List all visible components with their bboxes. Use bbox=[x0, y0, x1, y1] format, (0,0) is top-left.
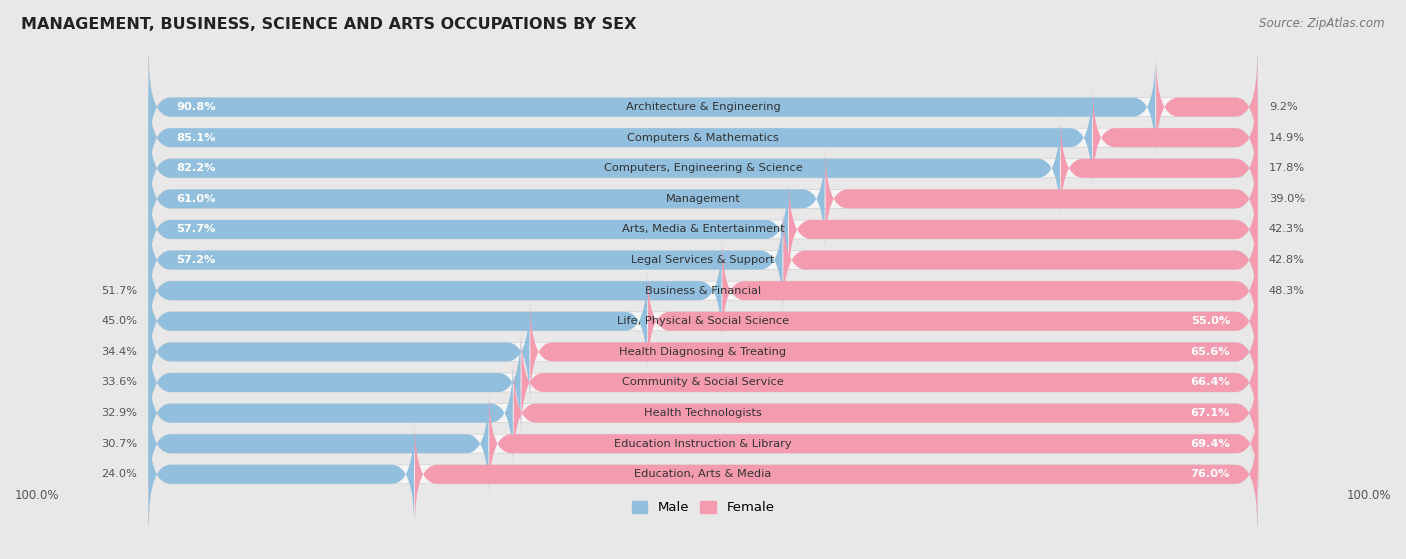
FancyBboxPatch shape bbox=[149, 269, 647, 373]
Text: Architecture & Engineering: Architecture & Engineering bbox=[626, 102, 780, 112]
Text: 100.0%: 100.0% bbox=[15, 489, 59, 501]
Text: Health Technologists: Health Technologists bbox=[644, 408, 762, 418]
Text: Education Instruction & Library: Education Instruction & Library bbox=[614, 439, 792, 449]
Text: 42.8%: 42.8% bbox=[1270, 255, 1305, 265]
FancyBboxPatch shape bbox=[149, 392, 488, 495]
FancyBboxPatch shape bbox=[149, 116, 1257, 220]
FancyBboxPatch shape bbox=[149, 116, 1060, 220]
FancyBboxPatch shape bbox=[149, 86, 1092, 190]
FancyBboxPatch shape bbox=[149, 392, 1257, 495]
FancyBboxPatch shape bbox=[530, 300, 1257, 404]
FancyBboxPatch shape bbox=[149, 300, 530, 404]
Text: Source: ZipAtlas.com: Source: ZipAtlas.com bbox=[1260, 17, 1385, 30]
Text: 67.1%: 67.1% bbox=[1191, 408, 1230, 418]
Text: 85.1%: 85.1% bbox=[176, 132, 215, 143]
Text: MANAGEMENT, BUSINESS, SCIENCE AND ARTS OCCUPATIONS BY SEX: MANAGEMENT, BUSINESS, SCIENCE AND ARTS O… bbox=[21, 17, 637, 32]
Text: 65.6%: 65.6% bbox=[1191, 347, 1230, 357]
Text: 42.3%: 42.3% bbox=[1270, 225, 1305, 234]
FancyBboxPatch shape bbox=[149, 178, 1257, 281]
FancyBboxPatch shape bbox=[1092, 86, 1257, 190]
FancyBboxPatch shape bbox=[783, 209, 1257, 312]
Text: 82.2%: 82.2% bbox=[176, 163, 215, 173]
Text: Community & Social Service: Community & Social Service bbox=[621, 377, 785, 387]
Text: 69.4%: 69.4% bbox=[1191, 439, 1230, 449]
FancyBboxPatch shape bbox=[149, 209, 783, 312]
Text: Management: Management bbox=[665, 194, 741, 204]
Text: 17.8%: 17.8% bbox=[1270, 163, 1305, 173]
Text: Health Diagnosing & Treating: Health Diagnosing & Treating bbox=[620, 347, 786, 357]
FancyBboxPatch shape bbox=[149, 423, 1257, 526]
FancyBboxPatch shape bbox=[149, 239, 721, 343]
Text: 33.6%: 33.6% bbox=[101, 377, 136, 387]
FancyBboxPatch shape bbox=[522, 331, 1257, 434]
FancyBboxPatch shape bbox=[149, 209, 1257, 312]
Text: 100.0%: 100.0% bbox=[1347, 489, 1391, 501]
Legend: Male, Female: Male, Female bbox=[626, 496, 780, 519]
FancyBboxPatch shape bbox=[513, 361, 1257, 465]
FancyBboxPatch shape bbox=[149, 55, 1156, 159]
Text: Arts, Media & Entertainment: Arts, Media & Entertainment bbox=[621, 225, 785, 234]
Text: 55.0%: 55.0% bbox=[1191, 316, 1230, 326]
Text: 76.0%: 76.0% bbox=[1191, 470, 1230, 479]
Text: Life, Physical & Social Science: Life, Physical & Social Science bbox=[617, 316, 789, 326]
FancyBboxPatch shape bbox=[489, 392, 1258, 495]
Text: 9.2%: 9.2% bbox=[1270, 102, 1298, 112]
FancyBboxPatch shape bbox=[825, 147, 1257, 250]
FancyBboxPatch shape bbox=[149, 331, 520, 434]
Text: 34.4%: 34.4% bbox=[101, 347, 136, 357]
FancyBboxPatch shape bbox=[149, 147, 825, 250]
Text: Computers & Mathematics: Computers & Mathematics bbox=[627, 132, 779, 143]
Text: Legal Services & Support: Legal Services & Support bbox=[631, 255, 775, 265]
Text: 57.2%: 57.2% bbox=[176, 255, 215, 265]
Text: 30.7%: 30.7% bbox=[101, 439, 136, 449]
FancyBboxPatch shape bbox=[149, 86, 1257, 190]
FancyBboxPatch shape bbox=[149, 300, 1257, 404]
FancyBboxPatch shape bbox=[723, 239, 1257, 343]
Text: 61.0%: 61.0% bbox=[176, 194, 215, 204]
FancyBboxPatch shape bbox=[149, 147, 1257, 250]
FancyBboxPatch shape bbox=[149, 361, 1257, 465]
Text: Computers, Engineering & Science: Computers, Engineering & Science bbox=[603, 163, 803, 173]
FancyBboxPatch shape bbox=[648, 269, 1257, 373]
Text: 14.9%: 14.9% bbox=[1270, 132, 1305, 143]
Text: 32.9%: 32.9% bbox=[101, 408, 136, 418]
FancyBboxPatch shape bbox=[415, 423, 1257, 526]
FancyBboxPatch shape bbox=[1156, 55, 1257, 159]
Text: 45.0%: 45.0% bbox=[101, 316, 136, 326]
FancyBboxPatch shape bbox=[149, 55, 1257, 159]
FancyBboxPatch shape bbox=[149, 178, 787, 281]
Text: 66.4%: 66.4% bbox=[1191, 377, 1230, 387]
FancyBboxPatch shape bbox=[149, 361, 513, 465]
Text: Education, Arts & Media: Education, Arts & Media bbox=[634, 470, 772, 479]
Text: 39.0%: 39.0% bbox=[1270, 194, 1305, 204]
FancyBboxPatch shape bbox=[149, 239, 1257, 343]
Text: 57.7%: 57.7% bbox=[176, 225, 215, 234]
Text: 48.3%: 48.3% bbox=[1270, 286, 1305, 296]
Text: 24.0%: 24.0% bbox=[101, 470, 136, 479]
FancyBboxPatch shape bbox=[1060, 116, 1257, 220]
FancyBboxPatch shape bbox=[149, 269, 1257, 373]
FancyBboxPatch shape bbox=[149, 423, 413, 526]
Text: Business & Financial: Business & Financial bbox=[645, 286, 761, 296]
FancyBboxPatch shape bbox=[789, 178, 1257, 281]
Text: 90.8%: 90.8% bbox=[176, 102, 215, 112]
FancyBboxPatch shape bbox=[149, 331, 1257, 434]
Text: 51.7%: 51.7% bbox=[101, 286, 136, 296]
